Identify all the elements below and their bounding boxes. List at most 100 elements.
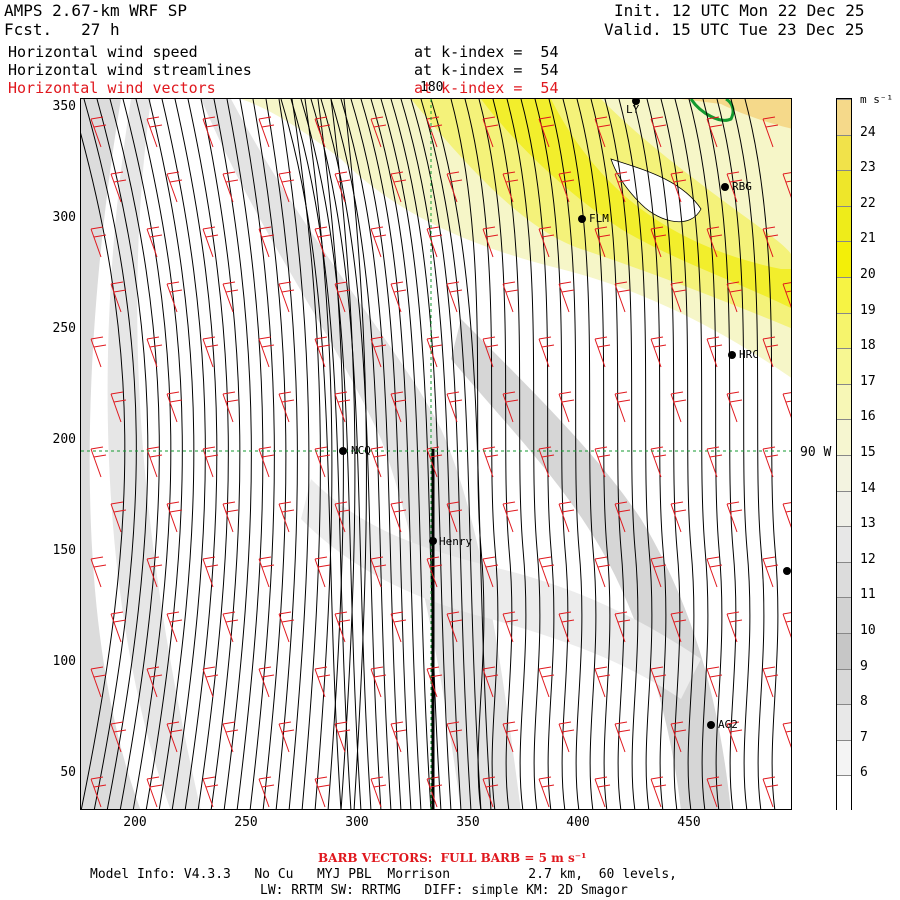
wind-barb bbox=[670, 721, 687, 753]
wind-barb bbox=[670, 391, 687, 423]
colorbar-label: 16 bbox=[860, 409, 876, 425]
wind-barb bbox=[614, 171, 631, 203]
colorbar-label: 20 bbox=[860, 267, 876, 282]
colorbar-unit: m s⁻¹ bbox=[860, 93, 894, 106]
streamline bbox=[350, 99, 412, 809]
streamline bbox=[278, 99, 310, 809]
wind-barb bbox=[222, 501, 239, 533]
colorbar-segment bbox=[837, 526, 851, 562]
streamline bbox=[200, 99, 241, 809]
wind-barb bbox=[90, 446, 107, 478]
y-tick-150: 150 bbox=[52, 543, 76, 558]
wind-barb bbox=[390, 611, 407, 643]
wind-barb bbox=[314, 666, 331, 698]
streamline bbox=[291, 99, 321, 809]
speed-shade-gray-band bbox=[107, 99, 201, 809]
wind-barb bbox=[258, 336, 275, 368]
streamline bbox=[400, 99, 462, 809]
wind-barb bbox=[558, 721, 575, 753]
colorbar-label: 18 bbox=[860, 338, 876, 354]
station-label-ag2: AG2 bbox=[718, 718, 738, 731]
land-patch bbox=[610, 158, 702, 223]
wind-barb bbox=[278, 281, 295, 313]
colorbar-segment bbox=[837, 704, 851, 740]
streamline bbox=[280, 99, 342, 809]
field-level-vectors: at k-index = 54 bbox=[414, 79, 559, 97]
streamline bbox=[420, 99, 482, 809]
wind-barb bbox=[726, 611, 743, 643]
wind-barb bbox=[670, 281, 687, 313]
colorbar-label: 22 bbox=[860, 195, 876, 211]
wind-barb bbox=[726, 391, 743, 423]
wind-barb bbox=[258, 666, 275, 698]
streamline bbox=[300, 99, 362, 809]
coastline-green bbox=[689, 99, 735, 122]
valid-time: Valid. 15 UTC Tue 23 Dec 25 bbox=[604, 20, 865, 39]
wind-barb bbox=[258, 446, 275, 478]
streamline bbox=[330, 99, 392, 809]
wind-barb bbox=[594, 776, 611, 808]
streamline bbox=[478, 99, 513, 809]
wind-barb bbox=[594, 666, 611, 698]
colorbar-segment bbox=[837, 241, 851, 277]
wind-barb bbox=[706, 556, 723, 588]
wind-barb bbox=[90, 666, 107, 698]
wind-barb bbox=[538, 446, 555, 478]
y-tick-200: 200 bbox=[52, 432, 76, 447]
wind-field-canvas bbox=[81, 99, 791, 809]
streamline bbox=[174, 99, 218, 809]
map-plot[interactable]: NCQ Henry FLM RBG HRC AG2 LY bbox=[80, 98, 792, 810]
streamline bbox=[81, 132, 126, 809]
y-tick-250: 250 bbox=[52, 321, 76, 336]
wind-barb bbox=[482, 776, 499, 808]
wind-barb bbox=[202, 226, 219, 258]
wind-barb bbox=[502, 721, 519, 753]
station-dot-edge bbox=[783, 567, 791, 575]
wind-barb bbox=[390, 281, 407, 313]
wind-barb bbox=[446, 171, 463, 203]
colorbar-segment bbox=[837, 277, 851, 313]
wind-barb bbox=[558, 171, 575, 203]
wind-barb bbox=[426, 116, 443, 148]
streamline bbox=[310, 99, 372, 809]
wind-barb bbox=[594, 556, 611, 588]
wind-barb bbox=[706, 116, 723, 148]
wind-barb bbox=[110, 391, 127, 423]
colorbar-label: 13 bbox=[860, 516, 876, 532]
wind-barb bbox=[762, 446, 779, 478]
wind-barb bbox=[538, 226, 555, 258]
streamline bbox=[380, 99, 442, 809]
streamline bbox=[520, 99, 555, 809]
streamline bbox=[702, 99, 737, 809]
wind-barb bbox=[202, 666, 219, 698]
speed-shade-gray-left bbox=[81, 99, 141, 809]
wind-barb bbox=[426, 226, 443, 258]
colorbar-segment bbox=[837, 561, 851, 598]
wind-barb bbox=[670, 171, 687, 203]
colorbar-label: 11 bbox=[860, 587, 876, 603]
wind-barb bbox=[146, 336, 163, 368]
colorbar-label: 21 bbox=[860, 231, 876, 247]
wind-barb bbox=[482, 226, 499, 258]
wind-barb bbox=[202, 776, 219, 808]
wind-barb bbox=[110, 171, 127, 203]
streamline bbox=[370, 99, 432, 809]
station-label-flm: FLM bbox=[589, 212, 609, 225]
colorbar-label: 15 bbox=[860, 445, 876, 460]
init-time: Init. 12 UTC Mon 22 Dec 25 bbox=[614, 1, 865, 20]
guide-label-90w: 90 W bbox=[800, 445, 832, 460]
streamline bbox=[226, 99, 264, 809]
streamline bbox=[390, 99, 452, 809]
wind-barb bbox=[614, 721, 631, 753]
wind-barb bbox=[762, 776, 779, 808]
wind-barb bbox=[110, 281, 127, 313]
colorbar-label: 17 bbox=[860, 373, 876, 389]
station-label-rbg: RBG bbox=[732, 180, 752, 193]
colorbar-segment bbox=[837, 134, 851, 171]
streamline bbox=[213, 99, 252, 809]
speed-shade-gray-low bbox=[301, 479, 701, 699]
colorbar-label: 24 bbox=[860, 124, 876, 140]
wind-barb bbox=[482, 666, 499, 698]
wind-barb bbox=[594, 116, 611, 148]
station-dot-rbg bbox=[721, 183, 729, 191]
